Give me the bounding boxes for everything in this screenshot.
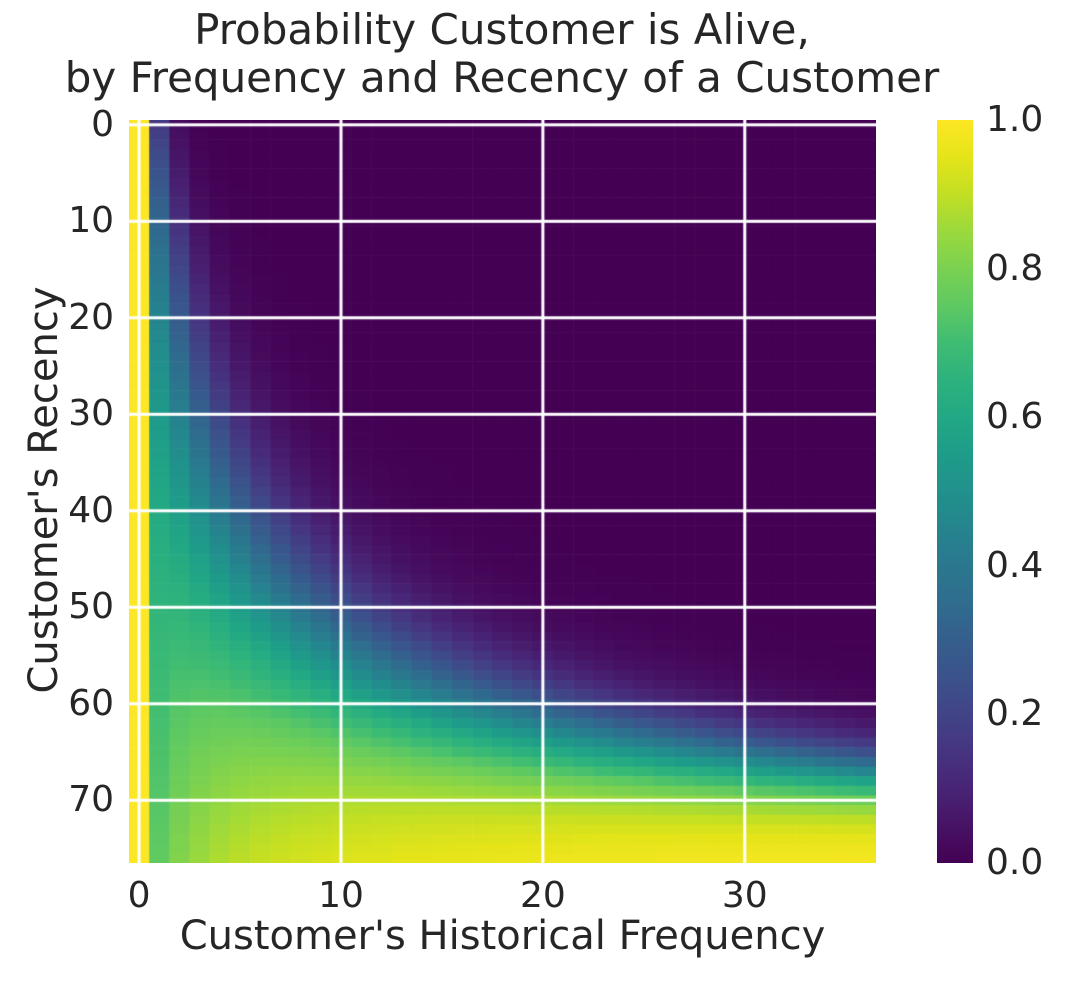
colorbar-tick-label-0.0: 0.0: [986, 842, 1044, 883]
x-tick-label-30: 30: [721, 875, 768, 916]
colorbar-tick-label-1.0: 1.0: [986, 99, 1044, 140]
y-tick-label-10: 10: [68, 200, 114, 242]
chart-title: Probability Customer is Alive, by Freque…: [60, 6, 944, 102]
colorbar-tick-label-0.8: 0.8: [986, 247, 1044, 289]
heatmap-canvas: [129, 120, 876, 863]
colorbar-tick-label-0.4: 0.4: [986, 544, 1044, 586]
y-tick-label-70: 70: [68, 779, 114, 821]
colorbar: [937, 120, 973, 863]
y-tick-label-0: 0: [91, 103, 114, 145]
y-tick-label-60: 60: [68, 682, 114, 724]
y-tick-label-30: 30: [68, 393, 114, 435]
x-tick-label-0: 0: [127, 875, 151, 916]
colorbar-tick-label-0.2: 0.2: [986, 693, 1044, 735]
y-tick-label-50: 50: [68, 586, 114, 628]
y-tick-label-40: 40: [68, 489, 114, 531]
x-axis-label: Customer's Historical Frequency: [179, 913, 826, 959]
chart-title-line-2: by Frequency and Recency of a Customer: [64, 53, 940, 102]
y-tick-label-20: 20: [68, 296, 114, 338]
x-tick-label-20: 20: [519, 875, 566, 916]
colorbar-tick-label-0.6: 0.6: [986, 396, 1044, 438]
chart-title-line-1: Probability Customer is Alive,: [194, 5, 810, 54]
x-tick-label-10: 10: [318, 875, 364, 916]
